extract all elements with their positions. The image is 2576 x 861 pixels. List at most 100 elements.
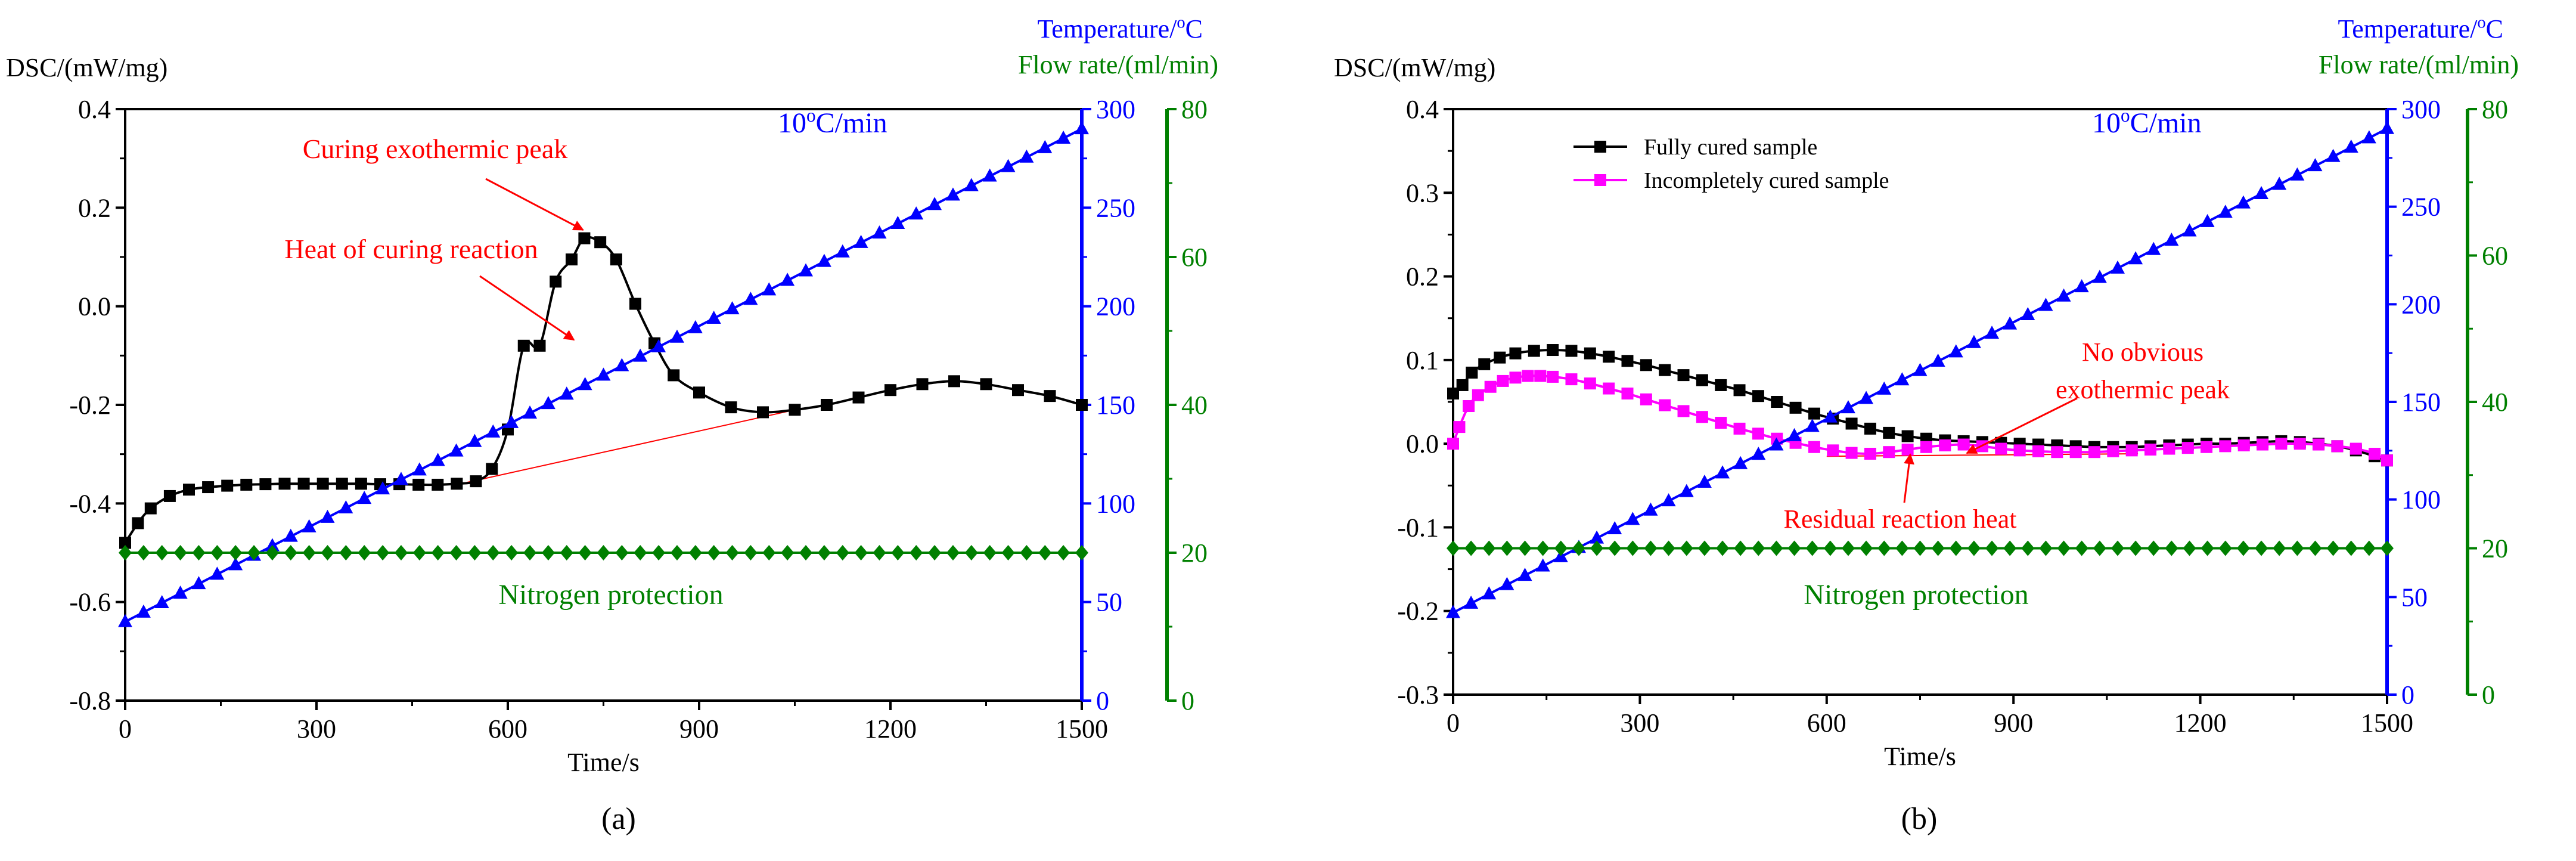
data-point [2147, 540, 2161, 556]
data-point [706, 311, 721, 324]
data-point [1643, 502, 1658, 516]
data-point [2236, 540, 2250, 556]
data-point [1883, 446, 1895, 459]
dsc-tick-label: -0.6 [69, 588, 111, 617]
data-point [1949, 540, 1963, 556]
data-point [1913, 540, 1927, 556]
data-point [1859, 391, 1874, 404]
data-point [297, 478, 310, 490]
x-tick-label: 900 [679, 714, 719, 744]
data-point [1463, 400, 1475, 413]
data-point [669, 329, 684, 343]
data-point [468, 545, 482, 560]
panel-label: (b) [1901, 802, 1938, 836]
data-point [1823, 540, 1837, 556]
data-point [1659, 364, 1671, 376]
annotation-heat: Heat of curing reaction [284, 234, 538, 264]
data-point [467, 433, 482, 447]
data-point [2272, 176, 2287, 190]
x-tick-label: 900 [1994, 708, 2033, 738]
dsc-tick-label: 0.0 [1406, 429, 1439, 459]
data-point [191, 576, 206, 590]
data-point [610, 253, 622, 266]
data-point [2369, 447, 2381, 460]
data-point [1659, 399, 1671, 411]
data-point [817, 545, 831, 560]
data-point [559, 386, 574, 400]
dsc-tick-label: 0.4 [1406, 95, 1439, 124]
data-point [566, 253, 578, 266]
temperature-tick-label: 200 [1096, 292, 1135, 321]
data-point [910, 545, 923, 560]
data-point [836, 545, 849, 560]
data-point [762, 282, 777, 296]
data-point [928, 545, 942, 560]
data-point [1808, 407, 1820, 420]
data-point [470, 475, 482, 488]
data-point [2032, 445, 2044, 457]
data-point [1913, 363, 1928, 376]
series-flow-rate [1447, 540, 2394, 556]
data-point [1769, 437, 1784, 451]
data-point [1787, 428, 1802, 441]
data-point [523, 545, 537, 560]
data-point [154, 594, 169, 608]
data-point [2183, 540, 2196, 556]
data-point [486, 424, 501, 438]
data-point [2380, 120, 2394, 134]
flow-tick-label: 20 [2482, 534, 2508, 563]
data-point [321, 545, 334, 560]
data-point [1572, 540, 1585, 556]
data-point [1554, 540, 1568, 556]
data-point [1770, 540, 1783, 556]
data-point [504, 414, 519, 428]
data-point [358, 545, 371, 560]
data-point [1590, 530, 1604, 544]
nitrogen-label: Nitrogen protection [498, 579, 723, 611]
data-point [2075, 540, 2088, 556]
temperature-axis-label: Temperature/oC [2338, 13, 2503, 44]
annotation-peak-arrow [485, 178, 584, 231]
data-point [1626, 540, 1640, 556]
data-point [1518, 540, 1532, 556]
data-point [578, 377, 592, 391]
data-point [1494, 351, 1506, 364]
temperature-tick-label: 250 [2401, 193, 2441, 222]
data-point [1590, 540, 1604, 556]
data-point [1985, 540, 1999, 556]
data-point [2361, 130, 2376, 144]
flow-tick-label: 80 [2482, 95, 2508, 124]
series-line [124, 236, 1082, 544]
data-point [2013, 444, 2026, 457]
data-point [1500, 540, 1514, 556]
data-point [652, 545, 666, 560]
data-point [1864, 422, 1876, 435]
data-point [1877, 540, 1891, 556]
data-point [596, 367, 611, 381]
flow-tick-label: 40 [1181, 391, 1208, 420]
temperature-tick-label: 150 [2401, 388, 2441, 417]
data-point [1478, 358, 1491, 370]
data-point [2236, 195, 2251, 209]
data-point [430, 453, 445, 466]
heating-rate-label: 10oC/min [778, 105, 887, 139]
data-point [2069, 446, 2082, 459]
data-point [873, 545, 886, 560]
data-point [1805, 540, 1819, 556]
data-point [1715, 465, 1730, 479]
x-tick-label: 300 [297, 714, 336, 744]
data-point [183, 484, 195, 496]
data-point [725, 545, 739, 560]
data-point [1841, 540, 1855, 556]
data-point [1447, 387, 1459, 399]
data-point [1696, 374, 1708, 386]
data-point [1733, 456, 1748, 469]
data-point [2164, 233, 2179, 246]
data-point [412, 545, 426, 560]
data-point [780, 272, 795, 286]
data-point [946, 545, 960, 560]
data-point [1621, 355, 1634, 367]
data-point [2051, 446, 2063, 459]
data-point [2326, 148, 2341, 162]
data-point [1845, 417, 1858, 430]
